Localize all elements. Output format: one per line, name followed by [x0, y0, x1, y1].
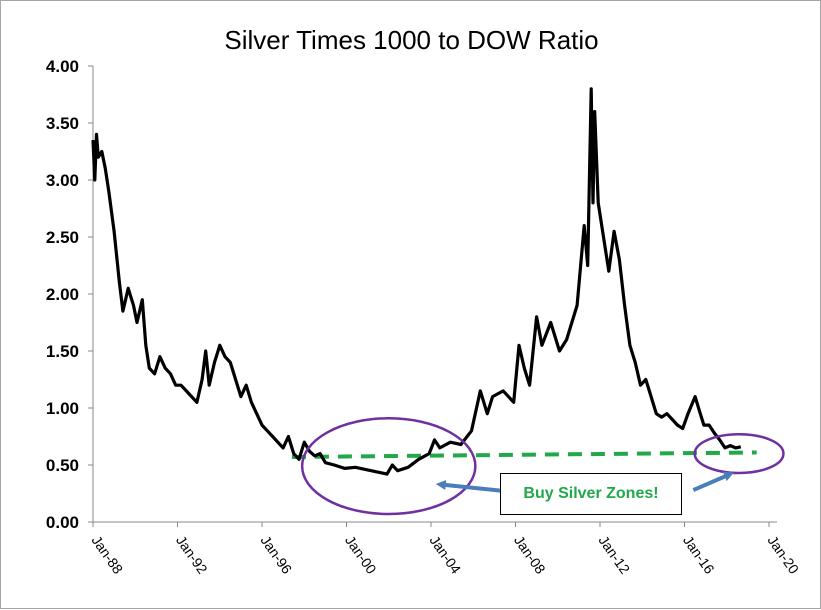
x-tick-label: Jan-04 [427, 533, 465, 577]
y-tick-label: 4.00 [46, 57, 79, 76]
y-tick-label: 1.00 [46, 399, 79, 418]
buy-zone-reference-line [291, 450, 757, 460]
x-tick-label: Jan-08 [511, 533, 549, 577]
x-tick-label: Jan-12 [596, 533, 634, 577]
ratio-series-line [91, 87, 742, 476]
y-tick-label: 3.00 [46, 171, 79, 190]
y-tick-label: 2.50 [46, 228, 79, 247]
y-tick-label: 0.00 [46, 513, 79, 532]
x-tick-label: Jan-20 [765, 533, 803, 577]
y-tick-label: 2.00 [46, 285, 79, 304]
y-tick-label: 0.50 [46, 456, 79, 475]
highlight-ellipse-2 [693, 432, 785, 475]
x-tick-label: Jan-88 [89, 533, 127, 577]
y-tick-label: 3.50 [46, 114, 79, 133]
annotation-box: Buy Silver Zones! [500, 473, 682, 515]
chart-title: Silver Times 1000 to DOW Ratio [224, 25, 599, 55]
x-tick-label: Jan-96 [258, 533, 296, 577]
annotation-label: Buy Silver Zones! [523, 485, 659, 502]
x-tick-label: Jan-16 [680, 533, 718, 577]
x-tick-label: Jan-92 [173, 533, 211, 577]
annotation-arrow-2 [692, 471, 734, 492]
y-tick-label: 1.50 [46, 342, 79, 361]
highlight-ellipse-1 [300, 417, 477, 516]
x-tick-label: Jan-00 [342, 533, 380, 577]
